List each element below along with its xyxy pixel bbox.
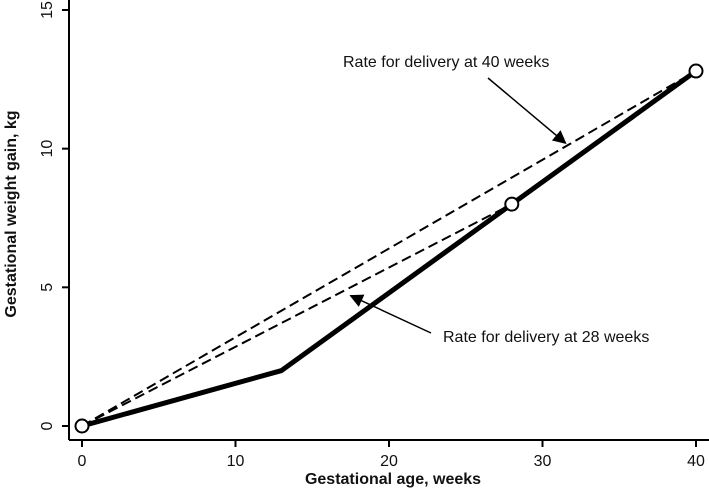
x-axis-title: Gestational age, weeks (305, 471, 481, 488)
y-axis-ticks: 0 5 10 15 (39, 1, 69, 430)
x-tick-label-20: 20 (380, 453, 398, 470)
series-0-solid-line (79, 68, 699, 429)
x-tick-label-30: 30 (534, 453, 552, 470)
annotation-arrow-1 (349, 294, 432, 334)
annotation-28-weeks: Rate for delivery at 28 weeks (443, 329, 649, 346)
y-tick-label-0: 0 (39, 421, 56, 430)
y-tick-label-5: 5 (39, 283, 56, 292)
x-tick-label-40: 40 (687, 453, 705, 470)
point-marker-1 (504, 196, 520, 212)
annotation-arrows (349, 77, 567, 334)
point-marker-0 (74, 418, 90, 434)
series-layer (79, 68, 699, 429)
annotation-40-weeks: Rate for delivery at 40 weeks (343, 54, 549, 71)
series-1-dashed-line (81, 70, 697, 427)
y-axis-title: Gestational weight gain, kg (3, 110, 20, 317)
y-tick-label-15: 15 (39, 1, 56, 19)
x-axis-ticks: 0 10 20 30 40 (78, 440, 705, 470)
y-tick-label-10: 10 (39, 140, 56, 158)
marker-layer (74, 63, 704, 434)
point-marker-2 (688, 63, 704, 79)
x-tick-label-10: 10 (227, 453, 245, 470)
x-tick-label-0: 0 (78, 453, 87, 470)
annotation-arrow-0 (487, 77, 567, 144)
